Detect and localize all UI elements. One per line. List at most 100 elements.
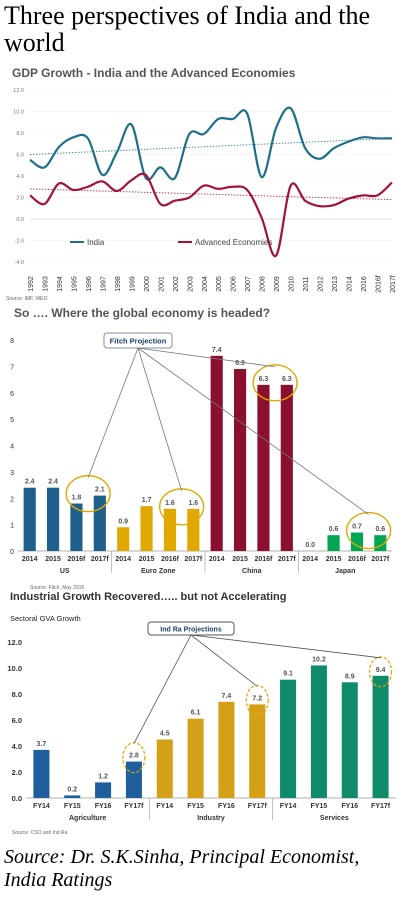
bar <box>280 679 297 798</box>
y-tick-label: 12.0 <box>13 88 24 94</box>
bar <box>125 761 142 798</box>
bar-value-label: 0.2 <box>67 786 77 793</box>
x-tick-label: 2016f <box>254 556 273 563</box>
x-tick-label: 2016f <box>348 556 367 563</box>
y-tick-label: -2.0 <box>15 239 24 245</box>
global-economy-bar-chart: So …. Where the global economy is headed… <box>10 306 392 591</box>
y-tick-label: 0.0 <box>12 794 22 803</box>
trendline <box>29 188 393 201</box>
chart-subtitle: Sectoral GVA Growth <box>10 614 81 623</box>
annotation-arrow <box>137 347 276 368</box>
annotation-arrow <box>137 347 183 491</box>
series-line <box>29 106 393 181</box>
bar-value-label: 6.3 <box>259 376 269 383</box>
bar-value-label: 1.7 <box>142 497 152 504</box>
bar <box>95 782 112 798</box>
bar <box>93 495 106 551</box>
bar <box>23 487 36 551</box>
group-label: Agriculture <box>69 815 106 822</box>
y-tick-label: 2.0 <box>12 768 22 777</box>
chart-source: Source: IMF, WEO <box>6 296 48 302</box>
x-tick-label: 2009 <box>274 276 281 292</box>
bar-value-label: 4.5 <box>160 731 170 738</box>
chart-source: Source: Fitch, May 2016 <box>30 585 84 591</box>
group-label: China <box>242 568 262 575</box>
bar-value-label: 0.0 <box>305 542 315 549</box>
x-tick-label: 2015 <box>139 556 155 563</box>
bar-value-label: 1.6 <box>165 500 175 507</box>
bar <box>64 795 81 798</box>
x-tick-label: 2010 <box>289 276 296 292</box>
x-tick-label: 2015 <box>45 556 61 563</box>
x-tick-label: 1999 <box>129 276 136 292</box>
annotation-label: Ind Ra Projections <box>160 627 222 634</box>
bar <box>327 535 340 551</box>
x-tick-label: 2014 <box>209 556 225 563</box>
series-line <box>29 172 393 258</box>
x-tick-label: 2012 <box>318 276 325 292</box>
bar <box>46 487 60 551</box>
bar-value-label: 2.8 <box>129 753 139 760</box>
bar-value-label: 7.2 <box>252 695 262 702</box>
x-tick-label: 2016f <box>67 556 86 563</box>
x-tick-label: 2013 <box>332 276 339 292</box>
y-tick-label: 4.0 <box>12 742 22 751</box>
y-tick-label: 3 <box>10 470 14 477</box>
x-tick-label: 1994 <box>57 276 64 292</box>
y-tick-label: 2.0 <box>16 196 24 202</box>
x-tick-label: 1998 <box>115 276 122 292</box>
trendline <box>29 137 393 155</box>
x-tick-label: FY15 <box>311 803 328 810</box>
x-tick-label: 2016f <box>161 556 180 563</box>
bar <box>341 682 358 798</box>
x-tick-label: 2015 <box>326 556 342 563</box>
y-tick-label: 7 <box>10 364 14 371</box>
bar-value-label: 10.2 <box>312 656 326 663</box>
bar-value-label: 6.9 <box>235 360 245 367</box>
annotation-arrow <box>133 634 192 744</box>
annotation-arrow <box>137 347 369 515</box>
bar <box>280 384 293 551</box>
bar <box>350 532 364 551</box>
x-tick-label: 2004 <box>202 276 209 292</box>
x-tick-label: 2017f <box>390 275 397 293</box>
x-tick-label: 2016f <box>376 275 383 293</box>
bar-value-label: 1.6 <box>188 500 198 507</box>
projection-circle <box>368 656 393 688</box>
y-tick-label: 0 <box>10 549 14 556</box>
group-label: Euro Zone <box>141 568 176 575</box>
chart-title: GDP Growth - India and the Advanced Econ… <box>12 66 296 80</box>
gdp-growth-line-chart: GDP Growth - India and the Advanced Econ… <box>6 66 397 302</box>
bar-value-label: 0.6 <box>329 526 339 533</box>
chart-title: So …. Where the global economy is headed… <box>14 306 270 320</box>
x-tick-label: 2008 <box>260 276 267 292</box>
x-tick-label: 1993 <box>42 276 49 292</box>
bar-value-label: 6.1 <box>191 710 201 717</box>
x-tick-label: 2017f <box>91 556 110 563</box>
y-tick-label: 8.0 <box>16 131 24 137</box>
x-tick-label: FY16 <box>341 803 358 810</box>
bar-value-label: 0.7 <box>352 524 362 531</box>
y-tick-label: 5 <box>10 417 14 424</box>
x-tick-label: 2017f <box>184 556 203 563</box>
x-tick-label: 1996 <box>86 276 93 292</box>
y-tick-label: 12.0 <box>7 638 22 647</box>
bar <box>257 384 270 551</box>
bar-value-label: 9.1 <box>283 671 293 678</box>
y-tick-label: 8.0 <box>12 690 22 699</box>
annotation-label: Fitch Projection <box>110 337 167 346</box>
sectoral-gva-bar-chart: Industrial Growth Recovered….. but not A… <box>7 591 396 836</box>
x-tick-label: 2016 <box>361 276 368 292</box>
legend-label: Advanced Economies <box>195 238 272 247</box>
x-tick-label: 2017f <box>278 556 297 563</box>
bar <box>187 718 204 798</box>
x-tick-label: 2014 <box>347 276 354 292</box>
x-tick-label: FY14 <box>33 803 50 810</box>
bar <box>249 704 266 798</box>
page-title: Three perspectives of India and the worl… <box>4 1 371 57</box>
bar <box>233 369 247 551</box>
page-source: Source: Dr. S.K.Sinha, Principal Economi… <box>4 846 360 891</box>
bar <box>218 701 235 798</box>
bar-value-label: 7.4 <box>222 693 232 700</box>
bar-value-label: 1.2 <box>98 773 108 780</box>
